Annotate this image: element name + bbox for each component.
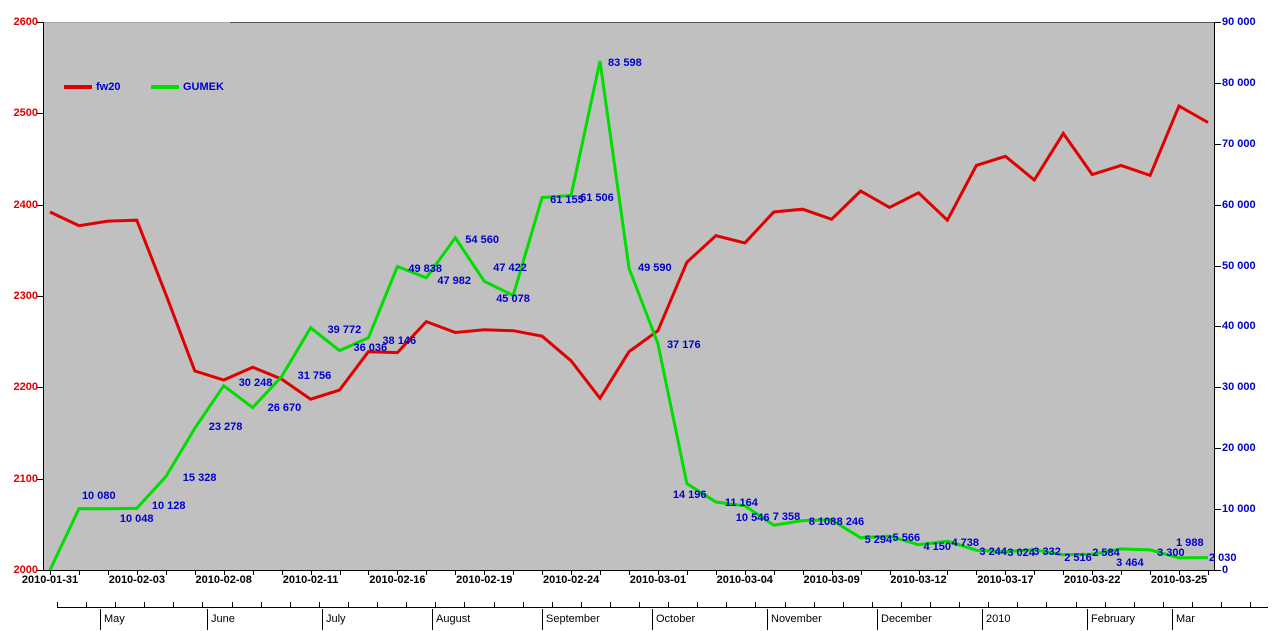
x-axis-tick-label: 2010-02-24 [542, 574, 600, 586]
y-axis-left-tick-label: 2300 [13, 290, 38, 302]
gumek-point-label: 3 244 [979, 546, 1007, 559]
timeline-month-label: Mar [1176, 613, 1195, 625]
y-axis-right-tick-label: 70 000 [1222, 138, 1256, 150]
timeline-month-label: November [771, 613, 822, 625]
y-axis-right-tick-label: 50 000 [1222, 260, 1256, 272]
x-axis-tick-label: 2010-02-16 [369, 574, 426, 586]
fw20-line [49, 103, 1209, 401]
y-axis-right-tick-label: 60 000 [1222, 199, 1256, 211]
gumek-point-label: 47 422 [493, 262, 527, 275]
y-axis-right-tick-label: 90 000 [1222, 16, 1256, 28]
fw20-line-swatch [64, 85, 92, 89]
gumek-line [48, 60, 1209, 571]
timeline-month-label: October [656, 613, 696, 625]
y-axis-right-tick-label: 30 000 [1222, 381, 1256, 393]
gumek-point-label: 49 590 [638, 262, 672, 275]
gumek-point-label: 15 328 [182, 471, 217, 484]
x-axis-tick-label: 2010-02-19 [456, 574, 513, 586]
gumek-point-label: 10 048 [119, 512, 154, 525]
y-axis-right-tick-label: 80 000 [1222, 77, 1256, 89]
timeline-month-label: May [104, 613, 125, 625]
gumek-point-label: 54 560 [465, 233, 499, 246]
timeline-month-label: August [436, 613, 471, 625]
gumek-point-label: 4 738 [951, 537, 979, 550]
x-axis-tick-label: 2010-03-01 [629, 574, 687, 586]
gumek-point-label: 8 108 [808, 515, 837, 528]
legend-item-gumek: GUMEK [151, 80, 224, 94]
gumek-point-label: 10 080 [81, 489, 116, 502]
gumek-point-label: 45 078 [496, 292, 530, 305]
y-axis-right-tick-label: 40 000 [1222, 320, 1256, 332]
gumek-point-label: 11 164 [724, 497, 758, 510]
y-axis-right-tick-label: 20 000 [1222, 442, 1256, 454]
x-axis-tick-label: 2010-03-09 [803, 574, 860, 586]
gumek-point-label: 4 150 [923, 540, 952, 553]
gumek-point-label: 3 332 [1033, 545, 1061, 558]
gumek-point-label: 47 982 [437, 274, 471, 287]
y-axis-left-tick-label: 2000 [13, 564, 38, 576]
timeline-month-label: September [546, 613, 600, 625]
x-axis-tick-label: 2010-02-11 [282, 574, 339, 586]
gumek-point-label: 2 030 [1209, 551, 1237, 564]
timeline-month-label: July [326, 613, 346, 625]
gumek-point-label: 30 248 [238, 376, 273, 389]
timeline-month-label: February [1091, 613, 1136, 625]
gumek-point-label: 1 988 [1176, 536, 1204, 549]
gumek-point-label: 10 546 [735, 511, 770, 524]
x-axis-tick-label: 2010-01-31 [21, 574, 79, 586]
legend-label-gumek: GUMEK [183, 81, 224, 93]
gumek-point-label: 61 155 [550, 193, 584, 206]
y-axis-right-tick-label: 0 [1222, 564, 1229, 576]
gumek-point-label: 36 036 [353, 341, 388, 354]
x-axis-tick-label: 2010-03-22 [1064, 574, 1121, 586]
y-axis-left-tick-label: 2400 [13, 199, 38, 211]
gumek-point-label: 83 598 [608, 56, 642, 69]
gumek-point-label: 5 294 [864, 533, 893, 546]
gumek-point-label: 3 300 [1157, 546, 1185, 559]
gumek-point-label: 31 756 [297, 369, 332, 382]
gumek-point-label: 61 506 [580, 192, 614, 205]
timeline-month-label: December [881, 613, 932, 625]
gumek-point-label: 2 516 [1064, 551, 1092, 564]
x-axis-tick-label: 2010-03-12 [890, 574, 947, 586]
timeline-month-label: 2010 [986, 613, 1011, 625]
gumek-point-label: 49 838 [408, 262, 443, 275]
y-axis-left-tick-label: 2100 [13, 473, 38, 485]
x-axis-tick-label: 2010-02-03 [108, 574, 165, 586]
gumek-point-label: 37 176 [666, 338, 701, 351]
gumek-point-label: 3 464 [1116, 556, 1144, 569]
gumek-point-label: 14 196 [672, 488, 707, 501]
gumek-point-label: 8 246 [836, 515, 865, 528]
y-axis-left-tick-label: 2600 [13, 16, 38, 28]
gumek-point-label: 23 278 [208, 421, 243, 434]
x-axis-tick-label: 2010-03-17 [977, 574, 1034, 586]
gumek-point-label: 10 128 [151, 500, 186, 513]
x-axis-tick-label: 2010-03-25 [1150, 574, 1208, 586]
legend-item-fw20: fw20 [64, 80, 120, 94]
gumek-point-label: 3 024 [1007, 546, 1035, 559]
y-axis-left-tick-label: 2500 [13, 107, 38, 119]
gumek-point-label: 7 358 [772, 511, 801, 524]
gumek-point-label: 2 584 [1092, 547, 1120, 560]
gumek-point-label: 26 670 [267, 401, 302, 414]
gumek-point-label: 39 772 [327, 323, 362, 336]
gumek-point-label: 38 146 [382, 334, 417, 347]
legend-label-fw20: fw20 [96, 81, 121, 93]
gumek-line-swatch [151, 85, 179, 89]
x-axis-tick-label: 2010-02-08 [195, 574, 252, 586]
y-axis-right-tick-label: 10 000 [1222, 503, 1256, 515]
x-axis-tick-label: 2010-03-04 [716, 574, 773, 586]
gumek-point-label: 5 566 [892, 532, 921, 545]
plot-background [43, 22, 1214, 570]
timeline-month-label: June [211, 613, 235, 625]
y-axis-left-tick-label: 2200 [13, 381, 38, 393]
